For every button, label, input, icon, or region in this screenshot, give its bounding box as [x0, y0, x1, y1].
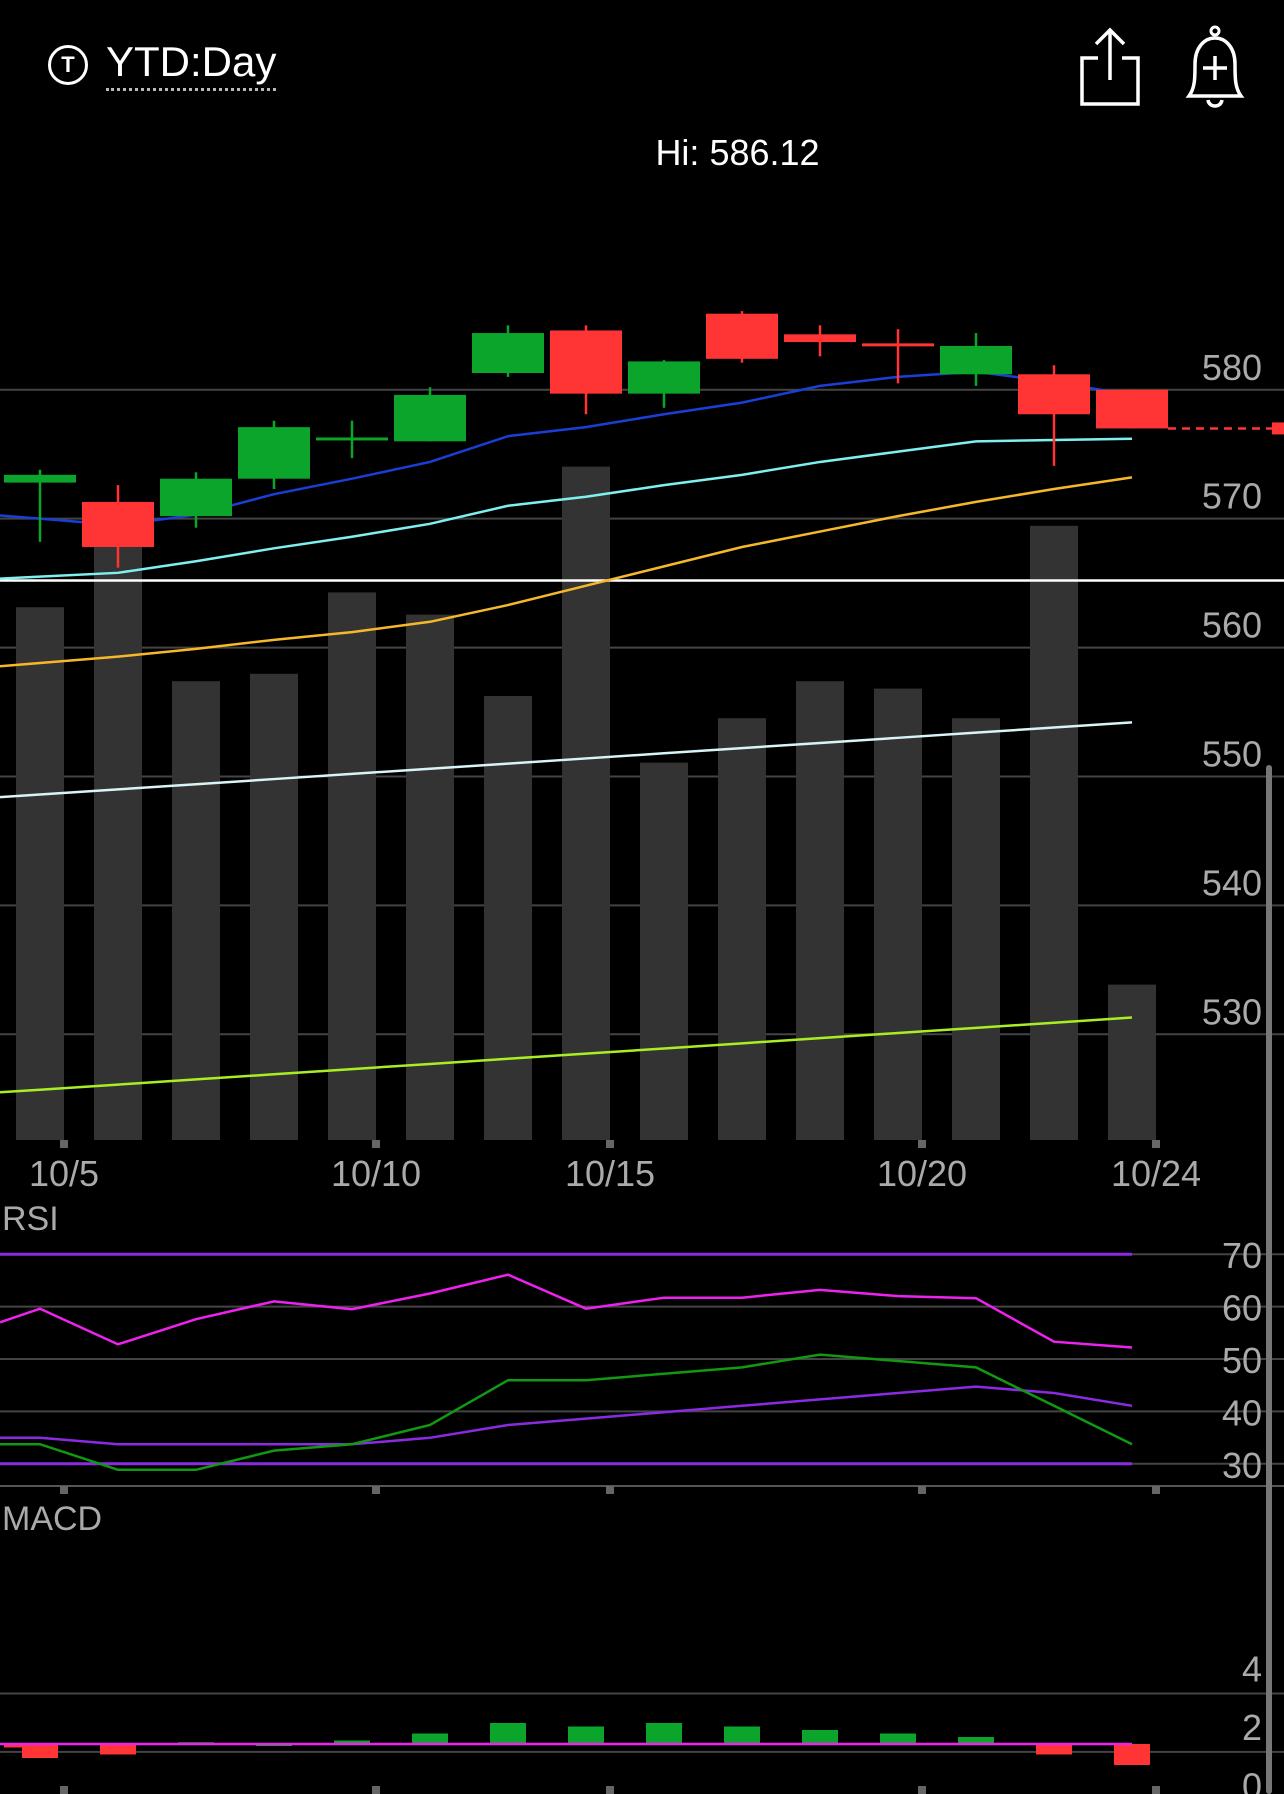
candle-body — [472, 333, 544, 374]
last-price-marker — [1272, 422, 1284, 435]
price-axis-label: 560 — [1202, 605, 1262, 646]
rsi-axis-label: 70 — [1222, 1235, 1262, 1276]
candle-body — [4, 474, 76, 483]
volume-bar — [406, 614, 454, 1140]
rsi-x-tick — [606, 1486, 614, 1494]
macd-x-tick — [372, 1786, 380, 1794]
macd-histogram-bar — [958, 1737, 994, 1744]
macd-histogram-bar — [646, 1723, 682, 1744]
macd-histogram-bar — [880, 1733, 916, 1744]
volume-bar — [952, 718, 1000, 1140]
top-bar: T YTD:Day — [0, 0, 1284, 130]
macd-histogram-bar — [724, 1726, 760, 1744]
volume-bar — [94, 525, 142, 1140]
price-axis-label: 550 — [1202, 733, 1262, 774]
price-axis-label: 540 — [1202, 862, 1262, 903]
macd-title: MACD — [2, 1500, 102, 1538]
rsi-x-tick — [918, 1486, 926, 1494]
moving-average-orange-line — [0, 476, 1133, 668]
macd-axis-label: 4 — [1242, 1648, 1262, 1689]
x-axis-label: 10/15 — [565, 1153, 655, 1194]
candle-body — [82, 501, 154, 548]
candle-body — [1096, 389, 1168, 429]
scrollbar — [1266, 765, 1272, 1794]
x-axis-tick — [1152, 1140, 1160, 1148]
macd-x-tick — [1152, 1786, 1160, 1794]
macd-x-tick — [606, 1786, 614, 1794]
candle-body — [862, 343, 934, 347]
rsi-x-tick — [60, 1486, 68, 1494]
moving-average-white-line — [0, 721, 1133, 799]
volume-bar — [1030, 525, 1078, 1140]
macd-histogram-bar — [490, 1723, 526, 1744]
candle-body — [1018, 374, 1090, 415]
volume-bar — [328, 592, 376, 1140]
rsi-axis-label: 50 — [1222, 1340, 1262, 1381]
rsi-axis-label: 40 — [1222, 1392, 1262, 1433]
macd-histogram-bar — [412, 1733, 448, 1744]
share-icon[interactable] — [1070, 22, 1150, 112]
volume-bar — [718, 718, 766, 1140]
rsi-line — [0, 1273, 1133, 1349]
macd-histogram-bar — [334, 1740, 370, 1744]
macd-histogram-bar — [100, 1744, 136, 1755]
price-axis-label: 570 — [1202, 476, 1262, 517]
volume-bar — [172, 681, 220, 1140]
rsi-x-tick — [1152, 1486, 1160, 1494]
x-axis-tick — [918, 1140, 926, 1148]
high-price-label: Hi: 586.12 — [655, 132, 820, 173]
volume-bar — [16, 607, 64, 1140]
volume-bar — [640, 762, 688, 1140]
volume-bar — [562, 466, 610, 1141]
moving-average-cyan-line — [0, 437, 1133, 580]
candle-body — [784, 334, 856, 343]
candle-body — [550, 330, 622, 394]
x-axis-tick — [606, 1140, 614, 1148]
macd-signal-line — [0, 1385, 1133, 1446]
x-axis-label: 10/10 — [331, 1153, 421, 1194]
macd-histogram-bar — [1114, 1744, 1150, 1765]
candle-body — [628, 361, 700, 394]
moving-average-lime-line — [0, 1016, 1133, 1094]
candle-body — [706, 313, 778, 359]
candle-body — [238, 427, 310, 479]
macd-histogram-bar — [1036, 1744, 1072, 1755]
x-axis-tick — [372, 1140, 380, 1148]
period-type-icon[interactable]: T — [48, 45, 88, 85]
macd-x-tick — [60, 1786, 68, 1794]
add-alert-bell-icon[interactable] — [1175, 22, 1255, 112]
rsi-x-tick — [372, 1486, 380, 1494]
period-selector[interactable]: YTD:Day — [106, 38, 277, 91]
volume-bar — [796, 681, 844, 1140]
volume-bar — [1108, 984, 1156, 1140]
price-axis-label: 530 — [1202, 991, 1262, 1032]
macd-x-tick — [918, 1786, 926, 1794]
macd-histogram-bar — [22, 1744, 58, 1758]
macd-line — [0, 1353, 1133, 1472]
candle-body — [160, 478, 232, 517]
candle-body — [940, 345, 1012, 375]
macd-axis-label: 0 — [1242, 1765, 1262, 1794]
macd-histogram-bar — [802, 1730, 838, 1744]
x-axis-label: 10/24 — [1111, 1153, 1201, 1194]
x-axis-label: 10/20 — [877, 1153, 967, 1194]
rsi-axis-label: 30 — [1222, 1445, 1262, 1486]
candle-body — [316, 437, 388, 441]
volume-bar — [874, 688, 922, 1140]
macd-axis-label: 2 — [1242, 1707, 1262, 1748]
macd-histogram-bar — [568, 1726, 604, 1744]
moving-average-blue-line — [0, 370, 1133, 527]
x-axis-label: 10/5 — [29, 1153, 99, 1194]
rsi-title: RSI — [2, 1200, 59, 1238]
x-axis-tick — [60, 1140, 68, 1148]
candle-body — [394, 394, 466, 442]
price-axis-label: 580 — [1202, 347, 1262, 388]
volume-bar — [484, 696, 532, 1140]
volume-bar — [250, 673, 298, 1140]
rsi-axis-label: 60 — [1222, 1288, 1262, 1329]
